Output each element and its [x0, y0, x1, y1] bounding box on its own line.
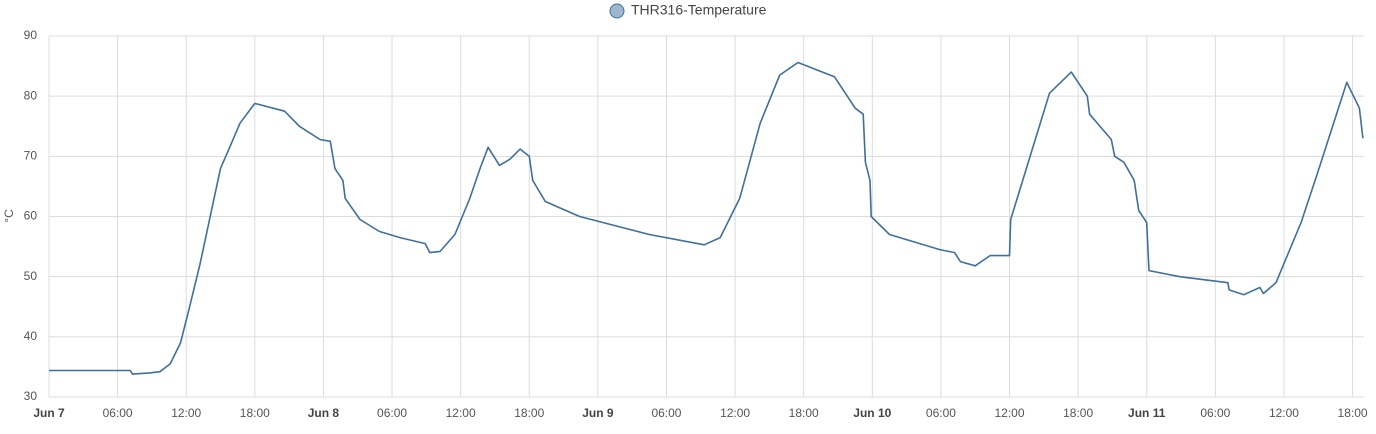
y-tick-label: 70: [24, 149, 38, 163]
y-tick-label: 90: [24, 28, 38, 42]
x-tick-label: 18:00: [789, 406, 819, 420]
y-tick-label: 50: [24, 269, 38, 283]
x-tick-label: 06:00: [377, 406, 407, 420]
x-tick-label: Jun 8: [308, 406, 340, 420]
x-tick-label: 06:00: [1200, 406, 1230, 420]
x-tick-label: Jun 10: [853, 406, 891, 420]
x-tick-label: 18:00: [1063, 406, 1093, 420]
y-tick-label: 30: [24, 389, 38, 403]
x-tick-label: 12:00: [1269, 406, 1299, 420]
y-tick-label: 40: [24, 329, 38, 343]
x-tick-label: 06:00: [651, 406, 681, 420]
x-tick-label: 06:00: [103, 406, 133, 420]
x-tick-label: Jun 11: [1128, 406, 1166, 420]
x-tick-label: 18:00: [514, 406, 544, 420]
y-tick-label: 80: [24, 88, 38, 102]
x-tick-label: 18:00: [240, 406, 270, 420]
x-tick-label: 12:00: [171, 406, 201, 420]
x-tick-label: 12:00: [446, 406, 476, 420]
x-tick-label: 18:00: [1338, 406, 1368, 420]
x-tick-label: 06:00: [926, 406, 956, 420]
legend-label: THR316-Temperature: [631, 2, 767, 18]
legend-marker: [609, 3, 625, 19]
y-tick-label: 60: [24, 209, 38, 223]
line: [49, 61, 1364, 375]
x-tick-label: Jun 9: [582, 406, 614, 420]
x-tick-label: Jun 7: [33, 406, 65, 420]
y-axis-label: °C: [2, 209, 16, 223]
x-tick-label: 12:00: [995, 406, 1025, 420]
x-tick-label: 12:00: [720, 406, 750, 420]
